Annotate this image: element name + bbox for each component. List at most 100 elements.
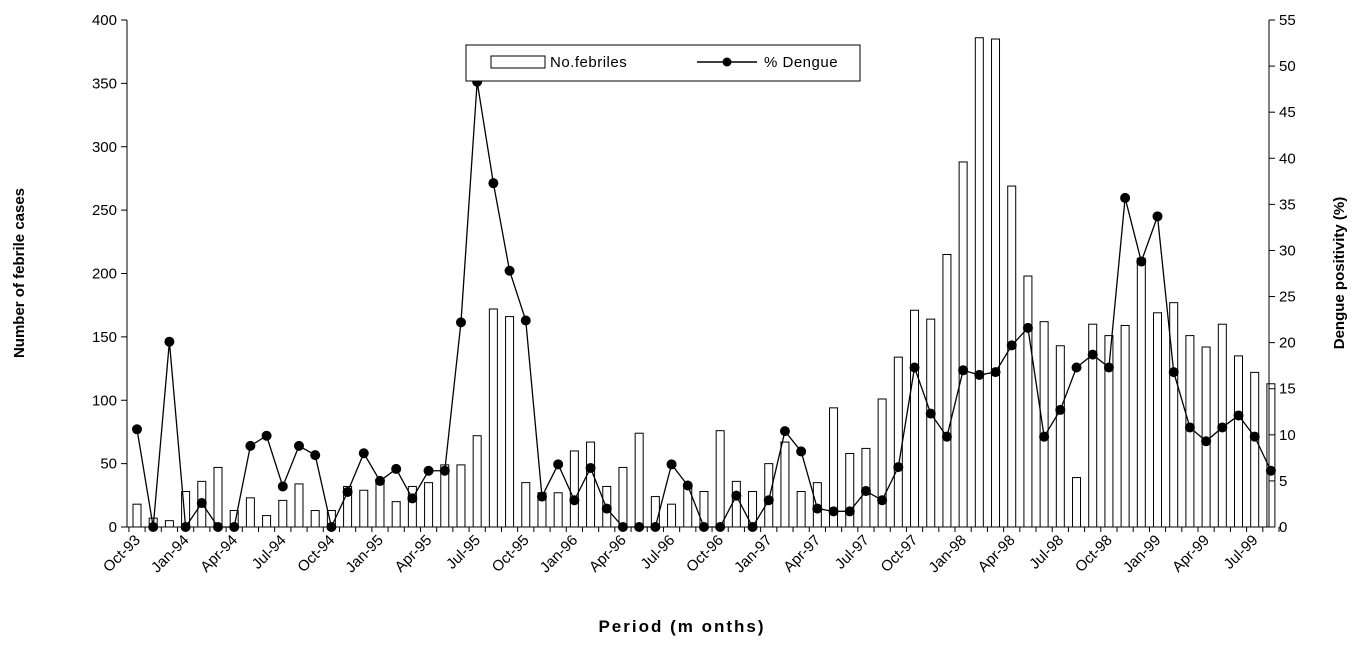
bar [991,38,1001,528]
dengue-point [569,495,580,506]
bar [521,482,531,528]
y-tick-label: 0 [109,519,117,536]
bar [359,489,369,528]
x-tick-label: Oct-94 [294,532,338,576]
dengue-point [488,178,499,189]
bar [1055,345,1065,528]
y2-tick-label: 20 [1279,335,1296,352]
x-tick-label: Jan-99 [1120,532,1164,576]
bar [132,503,142,528]
dengue-line [136,81,1272,530]
y-tick-label: 200 [92,266,117,283]
dengue-point [860,486,871,497]
dengue-point [132,424,142,435]
dengue-point [1087,349,1098,360]
bar [245,497,255,528]
dengue-point [796,446,807,457]
bar [796,491,806,528]
dengue-point [634,522,645,532]
y2-tick-label: 25 [1279,289,1296,306]
dengue-point [617,522,628,532]
axes-layer [126,20,1270,528]
bar [974,37,984,528]
bar [164,520,174,528]
dengue-point [779,426,790,437]
dengue-point [1265,465,1276,476]
bar [910,309,920,528]
bar [391,501,401,528]
y-tick-label: 150 [92,329,117,346]
dengue-point [650,522,661,532]
bar [942,253,952,528]
dengue-point [1006,340,1017,351]
x-tick-label: Oct-95 [489,532,533,576]
dengue-point [536,491,547,502]
bars-layer [132,37,1276,528]
dengue-point [1152,211,1163,222]
bar [1250,371,1260,528]
bar [278,499,288,528]
x-tick-label: Apr-97 [780,532,824,576]
x-tick-label: Jul-98 [1026,532,1067,573]
bar [1266,383,1276,528]
bar [1120,324,1130,528]
x-axis-title: Period (m onths) [598,617,765,636]
y-tick-label: 300 [92,139,117,156]
dengue-point [261,430,272,441]
legend-label-febriles: No.febriles [550,54,627,71]
bar [958,161,968,528]
dengue-point [164,336,175,347]
dengue-point [1071,362,1082,373]
y2-tick-label: 10 [1279,427,1296,444]
legend: No.febriles % Dengue [465,44,861,82]
bar [926,318,936,528]
x-tick-label: Jan-97 [731,532,775,576]
dengue-point [504,265,515,276]
dengue-point [909,362,920,373]
bar [1072,477,1082,528]
legend-dot-swatch [722,57,732,67]
bar [780,441,790,528]
x-tick-label: Jul-97 [832,532,873,573]
dengue-point [812,503,823,514]
dengue-point [1217,422,1228,433]
dengue-point [293,440,304,451]
bar [893,356,903,528]
dengue-point [1039,431,1050,442]
bar [456,464,466,528]
bar [262,515,272,528]
bar [634,432,644,528]
bar [618,466,628,528]
dengue-point [391,463,402,474]
dengue-point [585,463,596,474]
bar [731,480,741,528]
y2-tick-label: 5 [1279,473,1287,490]
dengue-point [682,480,693,491]
dengue-point [974,369,985,380]
dengue-point [310,450,321,461]
bar [569,450,579,528]
y2-tick-label: 45 [1279,104,1296,121]
x-tick-label: Apr-98 [975,532,1019,576]
x-tick-label: Jul-95 [443,532,484,573]
y2-tick-label: 0 [1279,519,1287,536]
dengue-point [1233,410,1244,421]
dengue-point [1184,422,1195,433]
x-tick-label: Oct-96 [683,532,727,576]
bar [294,483,304,528]
dengue-point [747,522,758,532]
x-tick-label: Oct-93 [100,532,144,576]
dengue-point [990,367,1001,378]
dengue-point [358,448,369,459]
dengue-point [893,462,904,473]
dengue-point [941,431,952,442]
bar [488,308,498,528]
dengue-point [374,475,385,486]
dengue-point [1103,362,1114,373]
y-tick-label: 250 [92,202,117,219]
dengue-point [601,503,612,514]
y2-tick-label: 55 [1279,12,1296,29]
bar [699,491,709,528]
x-tick-label: Jul-94 [249,532,290,573]
